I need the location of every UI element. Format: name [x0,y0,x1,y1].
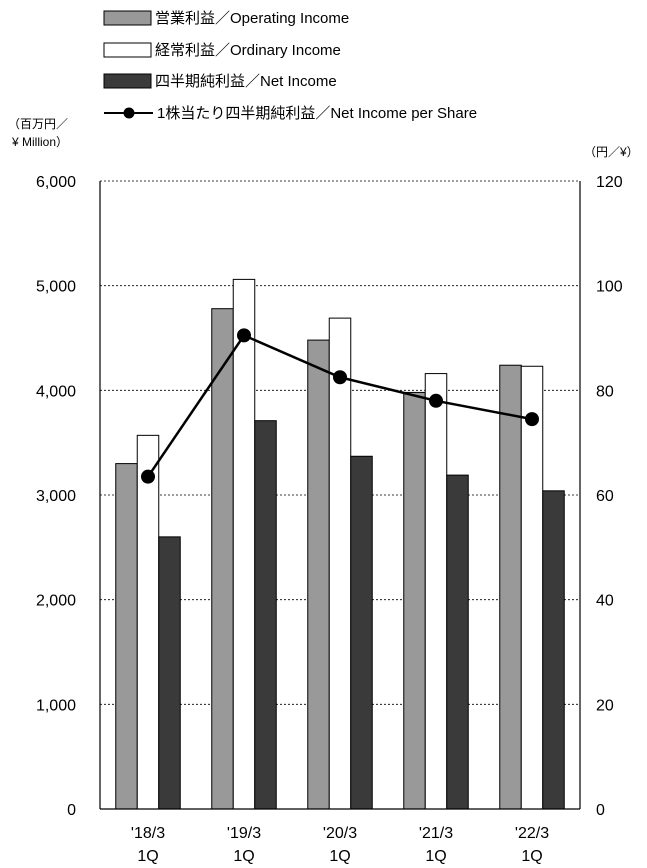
x-tick-label-2-line1: '20/3 [323,825,357,842]
bar-2-1 [254,420,277,810]
eps-point-0 [141,469,155,484]
legend-label-1: 経常利益／Ordinary Income [155,42,341,59]
right-axis-ticks: 0 20 40 60 80 100 120 [596,174,623,819]
x-tick-label-4-line2: 1Q [521,848,542,865]
right-tick-label-0: 0 [596,802,605,819]
bar-0-0 [115,463,138,810]
x-tick-label-3-line1: '21/3 [419,825,453,842]
legend-swatch-2 [103,73,152,89]
legend-marker-3 [123,107,135,119]
left-tick-label-1: 1,000 [36,697,76,714]
bar-1-2 [328,317,352,810]
left-tick-label-6: 6,000 [36,174,76,191]
eps-line-series [141,328,539,484]
left-tick-label-2: 2,000 [36,593,76,610]
bar-2-3 [446,474,469,810]
bar-2-0 [158,536,181,810]
right-axis-unit: （円／¥） [584,145,639,159]
left-tick-label-0: 0 [67,802,76,819]
x-tick-label-1-line2: 1Q [233,848,254,865]
x-tick-label-4-line1: '22/3 [515,825,549,842]
bar-1-1 [232,278,256,810]
right-tick-label-1: 20 [596,697,614,714]
right-tick-label-4: 80 [596,383,614,400]
legend-label-0: 営業利益／Operating Income [155,10,349,27]
left-tick-label-5: 5,000 [36,279,76,296]
bar-2-2 [350,455,373,810]
legend-label-2: 四半期純利益／Net Income [155,73,337,90]
legend-label-3: 1株当たり四半期純利益／Net Income per Share [157,105,477,122]
x-tick-label-0-line1: '18/3 [131,825,165,842]
left-axis-ticks: 0 1,000 2,000 3,000 4,000 5,000 6,000 [36,174,76,819]
legend-swatch-1 [103,42,152,58]
legend-swatch-0 [103,10,152,26]
x-tick-label-1-line1: '19/3 [227,825,261,842]
x-axis-ticks: '18/3 1Q '19/3 1Q '20/3 1Q '21/3 1Q '22/3 1Q [131,825,549,865]
eps-point-4 [525,412,539,427]
left-tick-label-4: 4,000 [36,383,76,400]
bar-0-3 [403,391,426,810]
bar-0-4 [499,364,522,810]
right-tick-label-2: 40 [596,593,614,610]
eps-point-1 [237,328,251,343]
bar-2-4 [542,490,565,810]
eps-point-2 [333,370,347,385]
bar-1-4 [520,365,544,810]
left-axis-unit-line1: （百万円／ [8,117,68,131]
right-tick-label-3: 60 [596,488,614,505]
x-tick-label-2-line2: 1Q [329,848,350,865]
eps-point-3 [429,393,443,408]
bar-1-0 [136,434,160,810]
x-tick-label-3-line2: 1Q [425,848,446,865]
bar-0-2 [307,339,330,810]
left-axis-unit-line2: ¥ Million） [11,135,68,149]
plot-frame [99,181,581,810]
right-tick-label-6: 120 [596,174,623,191]
left-tick-label-3: 3,000 [36,488,76,505]
bar-0-1 [211,308,234,810]
bar-1-3 [424,373,448,810]
bars [115,278,565,810]
x-tick-label-0-line2: 1Q [137,848,158,865]
legend: 営業利益／Operating Income 経常利益／Ordinary Incom… [103,10,477,122]
right-tick-label-5: 100 [596,279,623,296]
